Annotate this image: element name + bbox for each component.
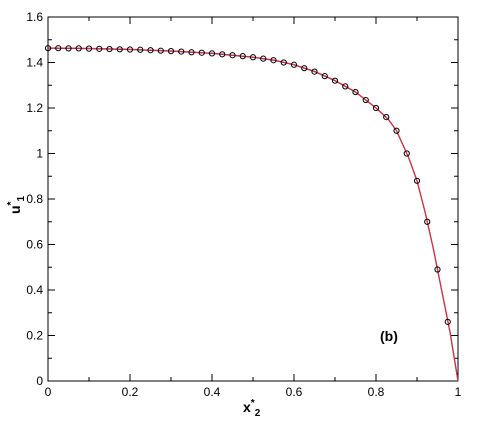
marker (116, 46, 123, 53)
annotation: (b) (380, 328, 398, 344)
marker (85, 45, 93, 52)
marker (393, 127, 400, 134)
y-tick-label: 0.2 (26, 329, 43, 343)
marker (424, 218, 431, 225)
marker (280, 59, 287, 66)
marker (413, 177, 421, 184)
marker (229, 52, 236, 59)
marker (126, 46, 134, 53)
marker (96, 45, 103, 52)
marker (147, 47, 154, 54)
marker (239, 53, 246, 60)
marker (219, 51, 226, 58)
marker (44, 45, 52, 52)
x-axis-label: x*2 (243, 398, 261, 419)
x-tick-label: 0.8 (368, 385, 385, 399)
y-tick-label: 1 (36, 147, 43, 161)
marker (444, 318, 451, 325)
x-label-sup: * (251, 398, 255, 409)
marker (311, 68, 318, 75)
y-tick-label: 1.6 (26, 10, 43, 24)
y-label-base: u (7, 205, 23, 214)
marker (55, 45, 62, 52)
marker (167, 48, 175, 55)
x-tick-label: 0 (45, 385, 52, 399)
marker (342, 83, 349, 90)
marker (270, 57, 277, 64)
y-label-sup: * (6, 201, 17, 205)
x-tick-label: 0.2 (122, 385, 139, 399)
y-tick-label: 0.4 (26, 283, 43, 297)
marker (260, 55, 267, 62)
marker (362, 96, 369, 104)
curve (47, 47, 459, 382)
x-tick-label: 1 (455, 385, 462, 399)
y-tick-label: 0 (36, 374, 43, 388)
x-label-sub: 2 (255, 408, 261, 419)
marker (208, 50, 216, 57)
y-axis-label: u*1 (6, 196, 27, 214)
marker (331, 77, 339, 84)
marker (75, 45, 82, 52)
marker (290, 61, 298, 68)
marker (301, 65, 308, 72)
y-tick-label: 1.2 (26, 101, 43, 115)
x-tick-label: 0.4 (204, 385, 221, 399)
y-label-sub: 1 (16, 196, 27, 202)
x-tick-label: 0.6 (286, 385, 303, 399)
marker (403, 150, 410, 157)
marker (352, 88, 359, 96)
marker (198, 49, 205, 56)
marker (178, 48, 185, 55)
y-tick-label: 0.6 (26, 238, 43, 252)
marker (321, 73, 328, 80)
y-tick-label: 0.8 (26, 192, 43, 206)
marker (106, 45, 113, 53)
marker (383, 114, 390, 121)
marker (65, 45, 72, 52)
plot-frame (47, 16, 459, 382)
x-label-base: x (243, 399, 251, 415)
marker (188, 49, 195, 56)
marker (157, 47, 164, 54)
marker (137, 46, 144, 53)
marker (372, 104, 380, 112)
marker (434, 266, 441, 273)
y-tick-label: 1.4 (26, 56, 43, 70)
marker (249, 54, 257, 61)
